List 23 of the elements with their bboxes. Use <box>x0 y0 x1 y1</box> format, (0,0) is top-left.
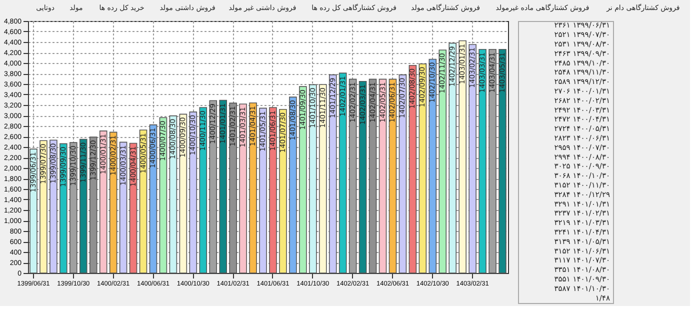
bar <box>279 108 287 274</box>
bar <box>79 138 88 274</box>
bar <box>309 84 317 274</box>
bar <box>328 74 337 274</box>
bar <box>60 143 68 274</box>
bar <box>219 100 227 274</box>
bar <box>30 148 38 274</box>
bar <box>269 107 277 274</box>
bar <box>249 102 257 274</box>
bar <box>318 84 327 274</box>
bar <box>50 140 58 274</box>
bar <box>199 107 208 274</box>
bar <box>40 140 48 274</box>
bar <box>458 40 466 274</box>
bar <box>438 50 447 274</box>
bar <box>448 42 457 274</box>
bar <box>239 104 247 274</box>
bar <box>259 108 267 274</box>
bar <box>478 48 486 274</box>
bar <box>468 44 476 274</box>
bar <box>289 96 297 274</box>
bar <box>299 86 307 274</box>
bar <box>498 48 506 274</box>
